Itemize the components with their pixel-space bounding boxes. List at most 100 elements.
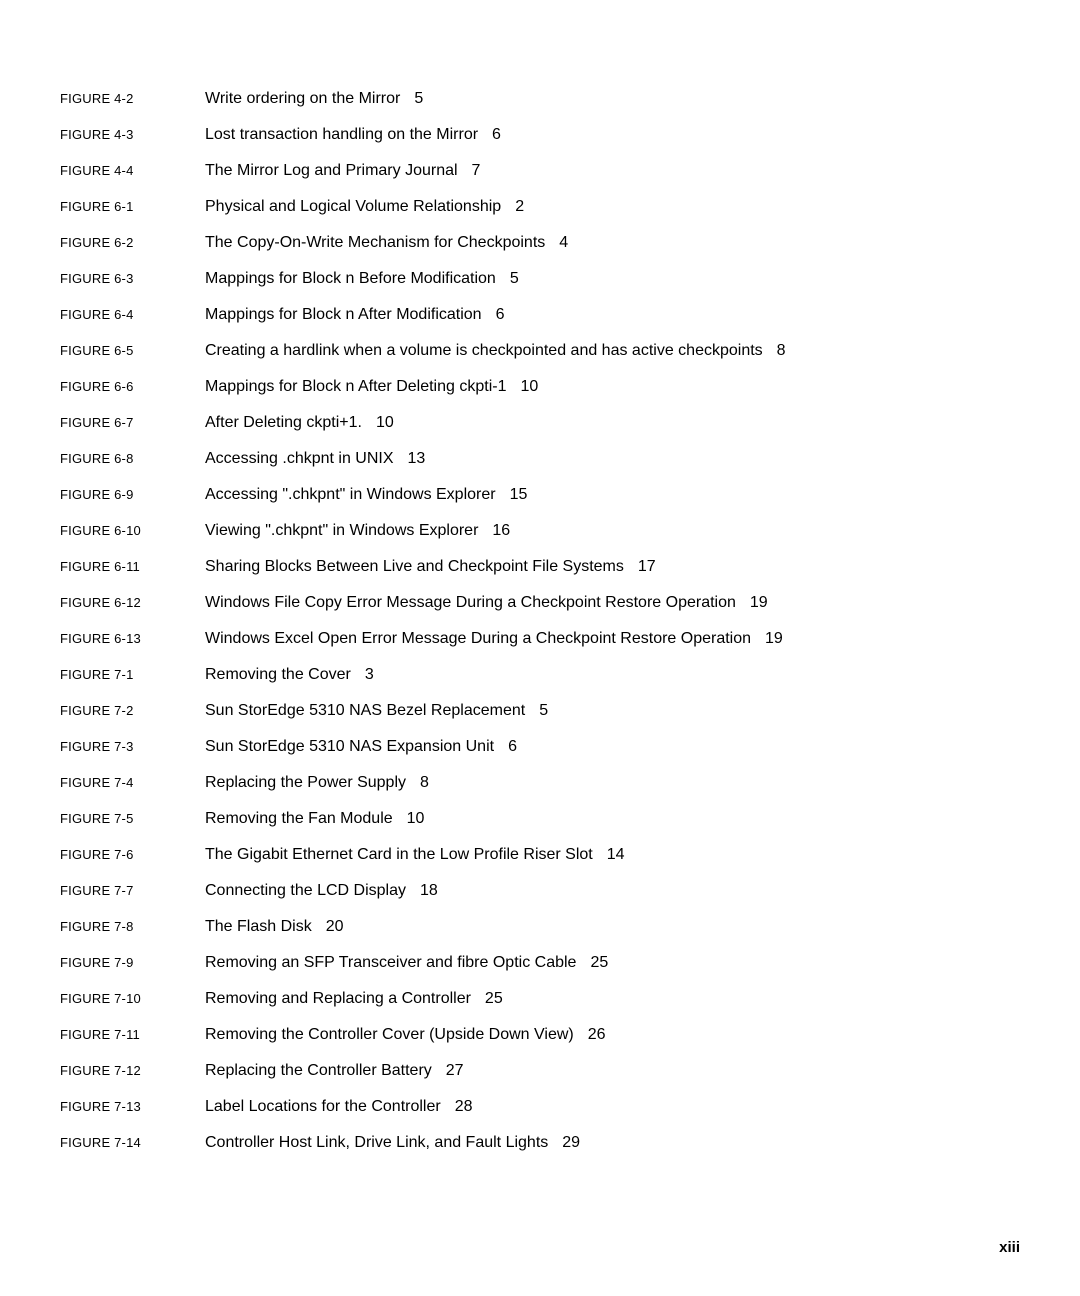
figure-title: Removing an SFP Transceiver and fibre Op… xyxy=(205,954,576,971)
figure-text: Mappings for Block n After Modification 6 xyxy=(205,306,504,324)
figure-label: FIGURE 7-5 xyxy=(60,811,205,826)
figure-page: 10 xyxy=(376,414,394,431)
figure-entry: FIGURE 6-7After Deleting ckpti+1.10 xyxy=(60,414,1020,432)
figure-page: 27 xyxy=(446,1062,464,1079)
figure-title: Removing the Cover xyxy=(205,666,351,683)
page-number: xiii xyxy=(999,1239,1020,1256)
figure-label: FIGURE 6-13 xyxy=(60,631,205,646)
figure-entry: FIGURE 4-4The Mirror Log and Primary Jou… xyxy=(60,162,1020,180)
figure-text: Controller Host Link, Drive Link, and Fa… xyxy=(205,1134,580,1152)
figure-label: FIGURE 6-11 xyxy=(60,559,205,574)
figure-entry: FIGURE 4-3Lost transaction handling on t… xyxy=(60,126,1020,144)
figure-text: Creating a hardlink when a volume is che… xyxy=(205,342,786,360)
figure-label: FIGURE 7-14 xyxy=(60,1135,205,1150)
figure-label: FIGURE 6-5 xyxy=(60,343,205,358)
figure-title: Mappings for Block n After Deleting ckpt… xyxy=(205,378,506,395)
figure-title: The Flash Disk xyxy=(205,918,312,935)
figure-entry: FIGURE 7-11Removing the Controller Cover… xyxy=(60,1026,1020,1044)
figure-title: Physical and Logical Volume Relationship xyxy=(205,198,501,215)
figure-text: The Copy-On-Write Mechanism for Checkpoi… xyxy=(205,234,568,252)
figure-page: 10 xyxy=(520,378,538,395)
figure-label: FIGURE 4-3 xyxy=(60,127,205,142)
figure-title: The Mirror Log and Primary Journal xyxy=(205,162,458,179)
figure-text: The Gigabit Ethernet Card in the Low Pro… xyxy=(205,846,625,864)
figure-title: Mappings for Block n After Modification xyxy=(205,306,482,323)
figure-page: 8 xyxy=(777,342,786,359)
figure-page: 2 xyxy=(515,198,524,215)
figure-entry: FIGURE 7-10Removing and Replacing a Cont… xyxy=(60,990,1020,1008)
figure-title: Label Locations for the Controller xyxy=(205,1098,441,1115)
figure-title: Lost transaction handling on the Mirror xyxy=(205,126,478,143)
figure-label: FIGURE 4-4 xyxy=(60,163,205,178)
figure-label: FIGURE 6-8 xyxy=(60,451,205,466)
figure-label: FIGURE 7-6 xyxy=(60,847,205,862)
figure-text: The Mirror Log and Primary Journal 7 xyxy=(205,162,480,180)
figure-entry: FIGURE 6-3Mappings for Block n Before Mo… xyxy=(60,270,1020,288)
figure-text: After Deleting ckpti+1.10 xyxy=(205,414,394,432)
figure-label: FIGURE 6-7 xyxy=(60,415,205,430)
figure-entry: FIGURE 7-12Replacing the Controller Batt… xyxy=(60,1062,1020,1080)
figure-list: FIGURE 4-2Write ordering on the Mirror5F… xyxy=(0,0,1080,1152)
figure-page: 29 xyxy=(562,1134,580,1151)
figure-text: Removing the Controller Cover (Upside Do… xyxy=(205,1026,606,1044)
figure-entry: FIGURE 7-4Replacing the Power Supply8 xyxy=(60,774,1020,792)
figure-title: Mappings for Block n Before Modification xyxy=(205,270,496,287)
figure-entry: FIGURE 6-1Physical and Logical Volume Re… xyxy=(60,198,1020,216)
figure-entry: FIGURE 7-3Sun StorEdge 5310 NAS Expansio… xyxy=(60,738,1020,756)
figure-title: Windows File Copy Error Message During a… xyxy=(205,594,736,611)
figure-title: Creating a hardlink when a volume is che… xyxy=(205,342,763,359)
figure-entry: FIGURE 7-14Controller Host Link, Drive L… xyxy=(60,1134,1020,1152)
figure-page: 6 xyxy=(492,126,501,143)
figure-title: The Gigabit Ethernet Card in the Low Pro… xyxy=(205,846,593,863)
figure-text: Viewing ".chkpnt" in Windows Explorer16 xyxy=(205,522,510,540)
figure-label: FIGURE 7-7 xyxy=(60,883,205,898)
figure-entry: FIGURE 6-8Accessing .chkpnt in UNIX13 xyxy=(60,450,1020,468)
figure-text: Label Locations for the Controller 28 xyxy=(205,1098,473,1116)
figure-page: 14 xyxy=(607,846,625,863)
figure-label: FIGURE 7-4 xyxy=(60,775,205,790)
figure-label: FIGURE 4-2 xyxy=(60,91,205,106)
figure-label: FIGURE 6-2 xyxy=(60,235,205,250)
figure-title: Replacing the Controller Battery xyxy=(205,1062,432,1079)
figure-text: The Flash Disk 20 xyxy=(205,918,344,936)
figure-text: Accessing .chkpnt in UNIX13 xyxy=(205,450,425,468)
figure-text: Windows File Copy Error Message During a… xyxy=(205,594,768,612)
figure-page: 17 xyxy=(638,558,656,575)
figure-entry: FIGURE 6-10Viewing ".chkpnt" in Windows … xyxy=(60,522,1020,540)
figure-entry: FIGURE 7-13Label Locations for the Contr… xyxy=(60,1098,1020,1116)
figure-text: Accessing ".chkpnt" in Windows Explorer 1… xyxy=(205,486,527,504)
figure-entry: FIGURE 7-9Removing an SFP Transceiver an… xyxy=(60,954,1020,972)
figure-title: Removing the Controller Cover (Upside Do… xyxy=(205,1026,574,1043)
figure-entry: FIGURE 7-5Removing the Fan Module10 xyxy=(60,810,1020,828)
figure-label: FIGURE 7-8 xyxy=(60,919,205,934)
figure-entry: FIGURE 6-13Windows Excel Open Error Mess… xyxy=(60,630,1020,648)
figure-entry: FIGURE 4-2Write ordering on the Mirror5 xyxy=(60,90,1020,108)
figure-title: Accessing ".chkpnt" in Windows Explorer xyxy=(205,486,496,503)
figure-entry: FIGURE 6-6Mappings for Block n After Del… xyxy=(60,378,1020,396)
figure-title: Accessing .chkpnt in UNIX xyxy=(205,450,394,467)
figure-page: 4 xyxy=(559,234,568,251)
figure-text: Replacing the Power Supply8 xyxy=(205,774,429,792)
figure-page: 25 xyxy=(485,990,503,1007)
figure-label: FIGURE 6-12 xyxy=(60,595,205,610)
figure-page: 20 xyxy=(326,918,344,935)
figure-title: Write ordering on the Mirror xyxy=(205,90,400,107)
figure-page: 10 xyxy=(407,810,425,827)
figure-title: Sharing Blocks Between Live and Checkpoi… xyxy=(205,558,624,575)
figure-label: FIGURE 7-9 xyxy=(60,955,205,970)
figure-text: Replacing the Controller Battery 27 xyxy=(205,1062,464,1080)
figure-label: FIGURE 6-6 xyxy=(60,379,205,394)
figure-text: Mappings for Block n Before Modification… xyxy=(205,270,519,288)
figure-text: Mappings for Block n After Deleting ckpt… xyxy=(205,378,538,396)
figure-page: 15 xyxy=(510,486,528,503)
figure-page: 7 xyxy=(472,162,481,179)
figure-text: Removing the Fan Module10 xyxy=(205,810,424,828)
figure-page: 28 xyxy=(455,1098,473,1115)
figure-title: Removing and Replacing a Controller xyxy=(205,990,471,1007)
figure-page: 5 xyxy=(510,270,519,287)
figure-page: 16 xyxy=(492,522,510,539)
figure-label: FIGURE 7-3 xyxy=(60,739,205,754)
figure-title: Sun StorEdge 5310 NAS Expansion Unit xyxy=(205,738,494,755)
figure-page: 6 xyxy=(496,306,505,323)
figure-entry: FIGURE 6-11Sharing Blocks Between Live a… xyxy=(60,558,1020,576)
